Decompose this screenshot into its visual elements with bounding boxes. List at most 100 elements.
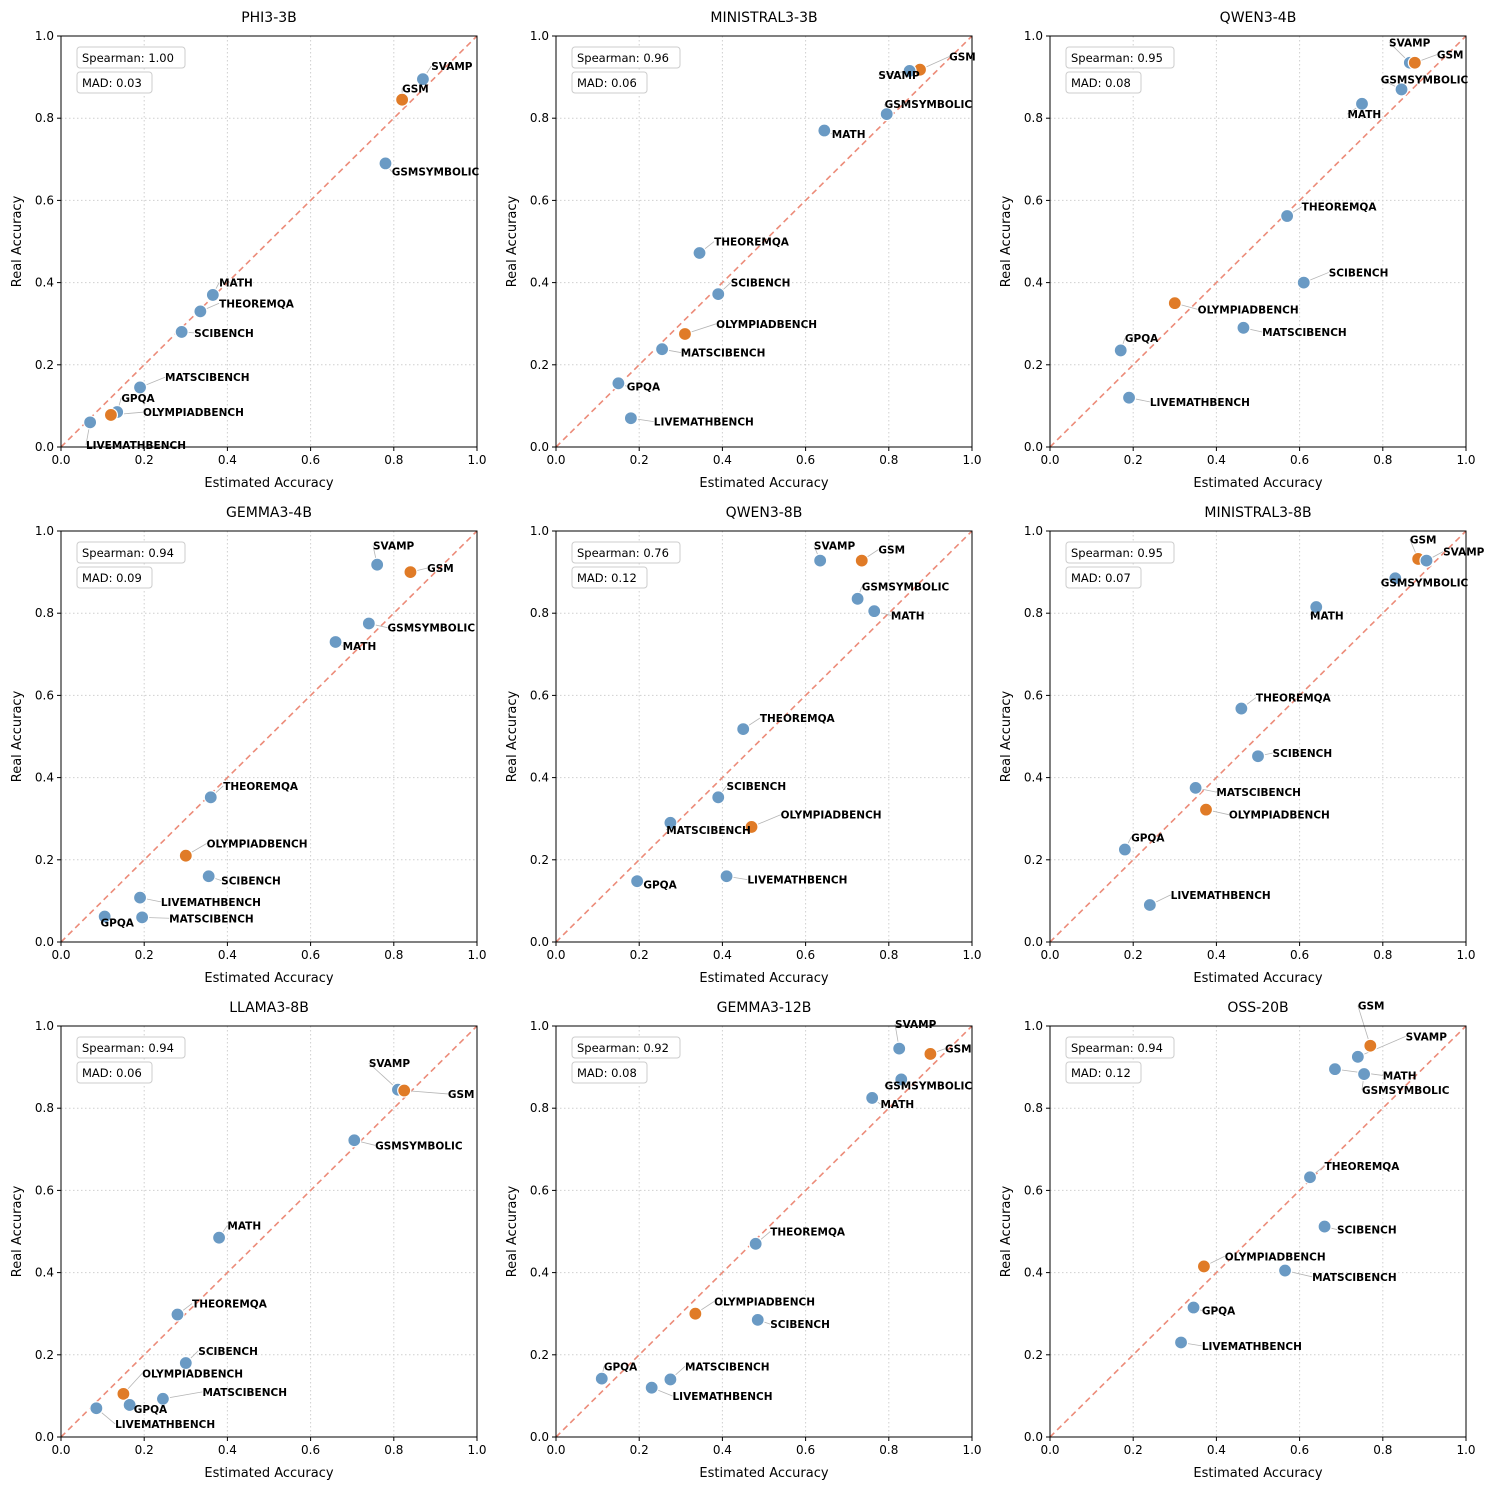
data-point-matscibench[interactable] <box>654 342 670 357</box>
data-point-theoremqa[interactable] <box>692 245 707 261</box>
data-point-gpqa[interactable] <box>97 909 112 924</box>
point-label-theoremqa: THEOREMQA <box>219 298 295 310</box>
data-point-gsm[interactable] <box>1407 55 1422 70</box>
data-point-gpqa[interactable] <box>1186 1300 1201 1315</box>
x-axis-label: Estimated Accuracy <box>1193 1466 1322 1481</box>
data-point-gsm[interactable] <box>854 553 869 568</box>
x-tick-label: 0.4 <box>1207 948 1226 962</box>
data-point-livemathbench[interactable] <box>89 1401 104 1416</box>
data-point-math[interactable] <box>328 634 343 650</box>
data-point-livemathbench[interactable] <box>83 415 98 430</box>
data-point-theoremqa[interactable] <box>203 790 218 805</box>
leader-line <box>1357 1036 1406 1058</box>
data-point-svamp[interactable] <box>892 1041 907 1056</box>
data-point-olympiadbench[interactable] <box>178 848 193 863</box>
data-point-gsmsymbolic[interactable] <box>1356 1066 1372 1082</box>
data-point-olympiadbench[interactable] <box>103 407 119 423</box>
data-point-gsmsymbolic[interactable] <box>347 1133 362 1148</box>
mad-value: MAD: 0.12 <box>577 571 637 585</box>
data-point-scibench[interactable] <box>711 287 726 302</box>
y-tick-label: 0.6 <box>530 1183 549 1197</box>
data-point-matscibench[interactable] <box>1277 1263 1293 1278</box>
data-point-math[interactable] <box>1309 599 1324 615</box>
data-point-gpqa[interactable] <box>611 376 626 391</box>
data-point-olympiadbench[interactable] <box>677 326 693 342</box>
data-point-math[interactable] <box>205 287 220 303</box>
data-point-livemathbench[interactable] <box>623 411 638 426</box>
data-point-gsmsymbolic[interactable] <box>1394 82 1409 97</box>
data-point-scibench[interactable] <box>178 1355 193 1371</box>
data-point-livemathbench[interactable] <box>1173 1335 1189 1350</box>
data-point-theoremqa[interactable] <box>170 1307 185 1322</box>
data-point-gsmsymbolic[interactable] <box>378 156 393 171</box>
data-point-gsmsymbolic[interactable] <box>1388 571 1403 586</box>
identity-line <box>1049 35 1467 448</box>
data-point-gsmsymbolic[interactable] <box>850 591 865 606</box>
data-point-gpqa[interactable] <box>122 1397 137 1413</box>
data-point-matscibench[interactable] <box>135 910 150 925</box>
data-point-theoremqa[interactable] <box>1302 1170 1318 1185</box>
data-point-gpqa[interactable] <box>1117 842 1132 857</box>
x-tick-label: 0.6 <box>301 1443 320 1457</box>
data-point-olympiadbench[interactable] <box>744 819 759 835</box>
data-point-math[interactable] <box>1327 1062 1343 1077</box>
data-point-gpqa[interactable] <box>594 1371 609 1386</box>
data-point-theoremqa[interactable] <box>1280 208 1295 224</box>
data-point-scibench[interactable] <box>1250 749 1266 764</box>
data-point-olympiadbench[interactable] <box>1167 296 1182 311</box>
data-point-gsmsymbolic[interactable] <box>879 106 894 122</box>
data-point-svamp[interactable] <box>902 63 917 79</box>
data-point-gsmsymbolic[interactable] <box>894 1072 909 1087</box>
data-point-scibench[interactable] <box>1317 1219 1332 1234</box>
data-point-matscibench[interactable] <box>663 815 678 830</box>
data-point-theoremqa[interactable] <box>1234 701 1249 716</box>
data-point-math[interactable] <box>817 123 832 138</box>
x-axis-label: Estimated Accuracy <box>204 1466 333 1481</box>
data-point-olympiadbench[interactable] <box>116 1386 131 1401</box>
data-point-olympiadbench[interactable] <box>1198 802 1214 817</box>
data-point-math[interactable] <box>1354 96 1370 111</box>
data-point-scibench[interactable] <box>201 869 216 884</box>
data-point-svamp[interactable] <box>813 553 828 568</box>
data-point-livemathbench[interactable] <box>132 890 148 905</box>
data-point-math[interactable] <box>211 1230 227 1245</box>
data-point-gsm[interactable] <box>397 1083 412 1098</box>
data-point-gsm[interactable] <box>1363 1038 1378 1053</box>
data-point-gsm[interactable] <box>403 564 418 580</box>
data-point-scibench[interactable] <box>174 324 189 340</box>
data-point-svamp[interactable] <box>1419 553 1434 568</box>
data-point-svamp[interactable] <box>370 557 385 572</box>
data-point-scibench[interactable] <box>1296 275 1311 290</box>
data-point-gpqa[interactable] <box>1113 343 1128 358</box>
data-point-svamp[interactable] <box>1350 1049 1365 1064</box>
data-point-theoremqa[interactable] <box>736 722 751 737</box>
data-point-theoremqa[interactable] <box>748 1236 763 1251</box>
data-point-gsm[interactable] <box>923 1046 938 1062</box>
data-point-livemathbench[interactable] <box>644 1380 659 1395</box>
panel-ministral3-3b: GSM SVAMP GSMSYMBOLIC MATH THEOREMQA SCIBENCH… <box>505 10 982 491</box>
data-point-livemathbench[interactable] <box>1121 390 1137 405</box>
data-point-theoremqa[interactable] <box>193 304 208 319</box>
y-tick-label: 0.8 <box>1024 606 1043 620</box>
data-point-livemathbench[interactable] <box>1142 897 1157 913</box>
data-point-matscibench[interactable] <box>1236 320 1251 335</box>
point-label-livemathbench: LIVEMATHBENCH <box>1150 397 1250 409</box>
data-point-math[interactable] <box>867 604 882 619</box>
data-point-matscibench[interactable] <box>155 1391 171 1406</box>
point-label-gpqa: GPQA <box>101 917 135 929</box>
data-point-gsmsymbolic[interactable] <box>361 616 376 631</box>
data-point-livemathbench[interactable] <box>719 869 734 884</box>
data-point-gpqa[interactable] <box>630 874 645 889</box>
data-point-svamp[interactable] <box>415 72 431 87</box>
panel-title: QWEN3-8B <box>726 505 803 521</box>
data-point-olympiadbench[interactable] <box>688 1306 703 1321</box>
data-point-matscibench[interactable] <box>132 380 148 395</box>
data-point-olympiadbench[interactable] <box>1196 1259 1212 1274</box>
data-point-scibench[interactable] <box>711 790 726 805</box>
data-point-math[interactable] <box>865 1090 880 1106</box>
data-point-gsm[interactable] <box>395 92 410 107</box>
data-point-matscibench[interactable] <box>1188 780 1203 795</box>
data-point-scibench[interactable] <box>750 1312 765 1327</box>
x-tick-label: 0.2 <box>135 1443 154 1457</box>
data-point-matscibench[interactable] <box>663 1372 678 1387</box>
